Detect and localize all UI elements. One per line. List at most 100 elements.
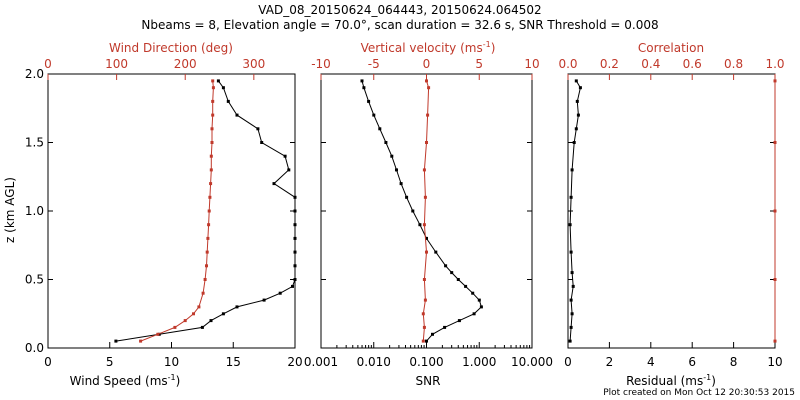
snr-series-snr-point bbox=[431, 332, 434, 336]
panel-wind-bottom-label: Wind Speed (ms-1) bbox=[70, 373, 181, 388]
wind-series-wind-speed-point bbox=[200, 325, 204, 329]
residual-bottom-tick-label: 0 bbox=[564, 355, 572, 369]
y-axis-label: z (km AGL) bbox=[3, 177, 17, 243]
wind-series-wind-direction-point bbox=[173, 325, 177, 329]
wind-bottom-tick-label: 5 bbox=[106, 355, 114, 369]
snr-series-snr-point bbox=[434, 250, 438, 254]
residual-bottom-tick-label: 10 bbox=[767, 355, 782, 369]
snr-series-snr-point bbox=[405, 195, 409, 199]
wind-series-wind-speed-point bbox=[260, 141, 264, 144]
y-tick-label: 1.0 bbox=[25, 204, 44, 218]
wind-series-wind-speed-point bbox=[216, 79, 220, 83]
residual-series-residual-point bbox=[569, 298, 573, 302]
residual-series-residual-line bbox=[569, 80, 581, 342]
snr-series-vertical-velocity-point bbox=[421, 312, 425, 316]
panel-residual: 0 2 4 6 8 10 0.0 0.2 0.4 0.6 0.8 1.0 bbox=[558, 57, 784, 369]
wind-series-wind-direction-point bbox=[183, 319, 187, 323]
residual-top-tick-label: 0.6 bbox=[683, 57, 702, 71]
wind-series-wind-direction-point bbox=[211, 86, 215, 90]
residual-series-correlation-point bbox=[773, 79, 777, 83]
snr-bottom-tick-label: 10.000 bbox=[511, 355, 553, 369]
figure-title: VAD_08_20150624_064443, 20150624.064502 bbox=[258, 3, 541, 17]
residual-series-correlation-point bbox=[773, 278, 777, 281]
panel-wind-frame bbox=[47, 73, 296, 349]
wind-series-wind-direction-point bbox=[206, 236, 210, 240]
snr-series-snr-point bbox=[479, 305, 483, 309]
residual-series-residual-point bbox=[570, 168, 574, 172]
panel-snr-bottom-label: SNR bbox=[416, 374, 441, 388]
snr-series-vertical-velocity-point bbox=[427, 86, 431, 90]
wind-top-tick-label: 0 bbox=[44, 57, 52, 71]
wind-series-wind-direction-line bbox=[140, 80, 214, 342]
residual-series-residual-point bbox=[570, 271, 574, 275]
snr-series-vertical-velocity-point bbox=[425, 141, 428, 144]
snr-bottom-tick-label: 0.010 bbox=[357, 355, 391, 369]
wind-series-wind-direction-point bbox=[211, 113, 215, 117]
snr-series-snr-point bbox=[384, 141, 388, 144]
wind-series-wind-direction-point bbox=[139, 339, 143, 343]
snr-series-snr-point bbox=[443, 325, 447, 329]
wind-series-wind-speed-point bbox=[114, 339, 118, 343]
snr-bottom-tick-label: 0.001 bbox=[304, 355, 338, 369]
wind-series-wind-speed-line bbox=[115, 80, 296, 342]
wind-series-wind-speed-point bbox=[272, 182, 276, 186]
snr-series-snr-point bbox=[399, 182, 403, 186]
snr-series-snr-line bbox=[361, 80, 482, 342]
residual-series-residual-point bbox=[572, 141, 576, 144]
residual-series-residual-point bbox=[569, 250, 573, 254]
residual-series-correlation-point bbox=[773, 209, 777, 213]
residual-top-tick-label: 0.0 bbox=[558, 57, 577, 71]
wind-series-wind-direction-point bbox=[208, 195, 212, 199]
snr-series-snr-point bbox=[390, 154, 394, 158]
snr-series-snr-point bbox=[360, 79, 364, 83]
wind-series-wind-speed-point bbox=[221, 86, 225, 90]
wind-series-wind-speed-point bbox=[256, 127, 260, 131]
residual-bottom-tick-label: 2 bbox=[606, 355, 614, 369]
y-tick-label: 0.5 bbox=[25, 273, 44, 287]
snr-series-vertical-velocity-point bbox=[425, 250, 428, 254]
wind-series-wind-direction-point bbox=[205, 264, 208, 268]
wind-series-wind-speed-point bbox=[291, 284, 294, 288]
residual-series-residual-point bbox=[574, 79, 578, 83]
snr-series-snr-point bbox=[418, 223, 422, 227]
snr-series-vertical-velocity-point bbox=[422, 278, 426, 281]
snr-series-snr-point bbox=[477, 298, 481, 302]
panel-residual-top-label: Correlation bbox=[638, 41, 704, 55]
wind-series-wind-direction-point bbox=[210, 141, 214, 144]
wind-series-wind-direction-point bbox=[207, 223, 211, 227]
y-tick-label: 1.5 bbox=[25, 136, 44, 150]
snr-series-snr-point bbox=[450, 271, 454, 275]
snr-series-vertical-velocity-point bbox=[422, 223, 426, 227]
wind-series-wind-direction-point bbox=[209, 182, 213, 186]
residual-series-residual-point bbox=[574, 127, 578, 131]
residual-series-residual-point bbox=[571, 284, 575, 288]
residual-top-tick-label: 1.0 bbox=[765, 57, 784, 71]
wind-series-wind-direction-point bbox=[211, 79, 215, 83]
wind-bottom-tick-label: 15 bbox=[226, 355, 241, 369]
panel-wind-top-label: Wind Direction (deg) bbox=[109, 41, 233, 55]
wind-series-wind-direction-point bbox=[205, 250, 209, 254]
wind-series-wind-speed-point bbox=[262, 298, 266, 302]
snr-series-vertical-velocity-point bbox=[425, 79, 428, 83]
residual-series-residual-point bbox=[570, 312, 574, 316]
snr-series-vertical-velocity-point bbox=[422, 325, 426, 329]
snr-bottom-tick-label: 1.000 bbox=[462, 355, 496, 369]
snr-series-snr-point bbox=[378, 127, 382, 131]
wind-series-wind-direction-point bbox=[207, 209, 211, 213]
y-tick-label: 0.0 bbox=[25, 341, 44, 355]
snr-series-vertical-velocity-point bbox=[421, 339, 425, 343]
snr-series-snr-point bbox=[471, 291, 475, 295]
snr-series-snr-point bbox=[372, 113, 376, 117]
snr-series-snr-point bbox=[457, 319, 461, 323]
snr-series-snr-point bbox=[411, 209, 415, 213]
snr-top-tick-label: 0 bbox=[423, 57, 431, 71]
wind-series-wind-direction-point bbox=[210, 127, 214, 131]
snr-series-snr-point bbox=[367, 99, 371, 103]
snr-series-snr-point bbox=[362, 86, 366, 90]
wind-series-wind-direction-point bbox=[211, 99, 215, 103]
snr-series-vertical-velocity-point bbox=[426, 113, 430, 117]
snr-series-vertical-velocity-point bbox=[423, 195, 427, 199]
panel-residual-bottom-label: Residual (ms-1) bbox=[626, 373, 716, 388]
residual-series-residual-point bbox=[569, 195, 573, 199]
